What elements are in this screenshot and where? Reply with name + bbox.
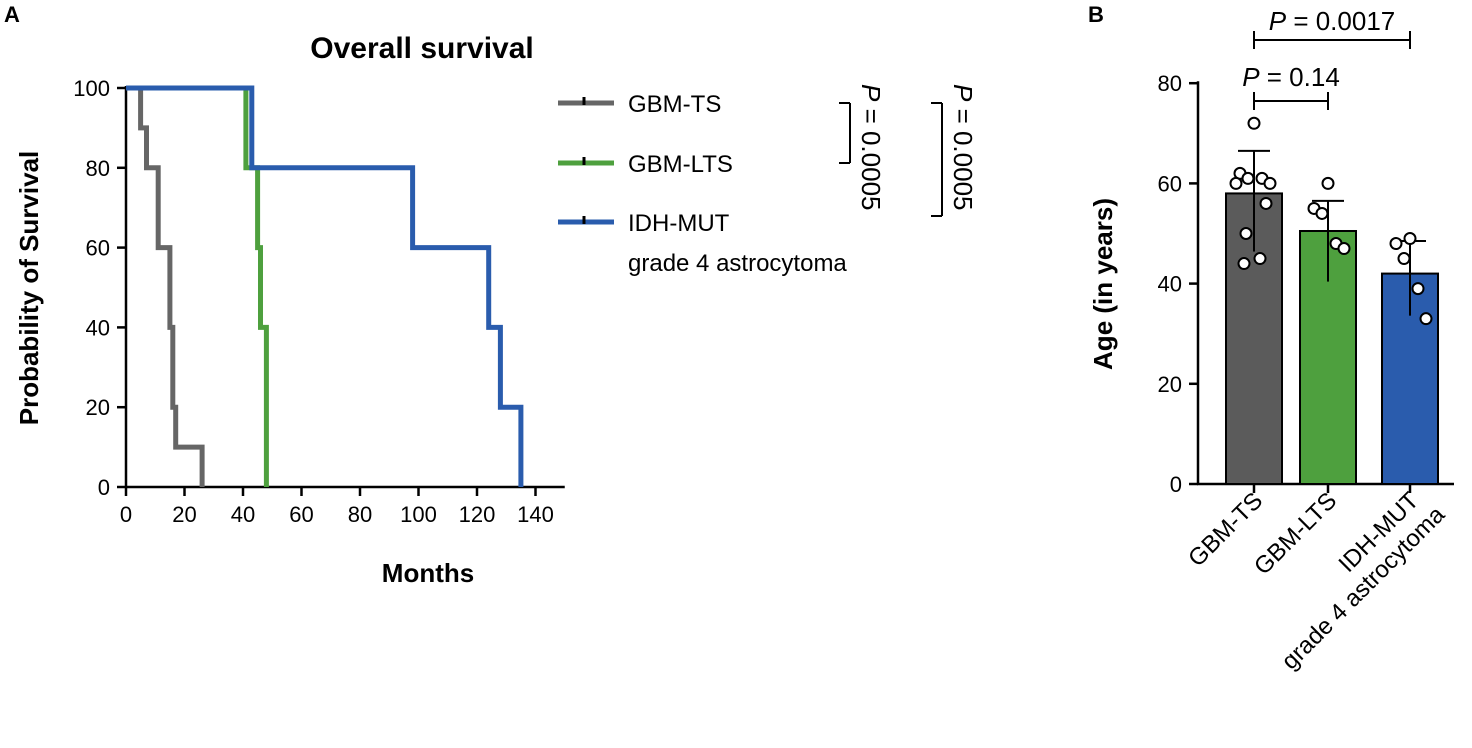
y-tick-label: 60 [1158, 171, 1182, 196]
y-tick-label: 100 [73, 76, 110, 101]
x-axis-title: Months [382, 558, 474, 588]
chart-title: Overall survival [310, 32, 533, 65]
data-point [1389, 237, 1403, 251]
y-tick-label: 0 [98, 475, 110, 500]
x-tick-label: 0 [120, 502, 132, 527]
y-axis-title: Age (in years) [1088, 198, 1118, 370]
y-tick-label: 20 [1158, 372, 1182, 397]
data-point [1419, 312, 1433, 326]
comparison-pvalue: P = 0.14 [1242, 62, 1340, 92]
x-tick-label: 20 [172, 502, 196, 527]
x-tick-label: 120 [459, 502, 496, 527]
panel-a-label: A [4, 2, 20, 27]
legend-label-line2: grade 4 astrocytoma [628, 250, 847, 277]
legend: GBM-TS GBM-LTS IDH-MUT grade 4 astrocytoma [558, 91, 847, 277]
legend-label: GBM-LTS [628, 151, 733, 178]
data-point [1239, 227, 1253, 240]
survival-chart: Overall survival 0 20 40 60 80 100 0 20 40 60 80 10… [14, 32, 978, 588]
data-point [1315, 206, 1329, 220]
pvalue-label: P = 0.0005 [948, 84, 978, 211]
data-point [1321, 176, 1335, 190]
y-tick-label: 80 [86, 156, 110, 181]
x-tick-label: 80 [348, 502, 372, 527]
data-point [1411, 282, 1425, 296]
survival-line-gbm-ts [126, 85, 205, 487]
y-axis-title: Probability of Survival [14, 151, 44, 426]
x-tick-label: 40 [231, 502, 255, 527]
data-point [1253, 252, 1267, 266]
data-point [1337, 242, 1351, 256]
data-point [1403, 232, 1417, 246]
y-tick-label: 40 [86, 315, 110, 340]
data-point [1263, 176, 1277, 190]
y-tick-label: 60 [86, 236, 110, 261]
data-point [1397, 252, 1411, 266]
legend-label: IDH-MUT [628, 210, 730, 237]
data-point [1229, 176, 1243, 190]
y-tick-label: 80 [1158, 71, 1182, 96]
survival-line-gbm-lts [126, 85, 269, 487]
data-point [1241, 171, 1255, 185]
y-tick-label: 0 [1170, 472, 1182, 497]
y-tick-label: 40 [1158, 272, 1182, 297]
x-tick-label: 60 [289, 502, 313, 527]
legend-label: GBM-TS [628, 91, 721, 118]
data-point [1259, 196, 1273, 210]
data-point [1237, 257, 1251, 271]
x-tick-label: 140 [517, 502, 554, 527]
y-tick-label: 20 [86, 395, 110, 420]
survival-line-idh-mut [126, 85, 524, 487]
data-point [1247, 116, 1261, 130]
panel-b-label: B [1088, 2, 1104, 27]
x-tick-label: 100 [400, 502, 437, 527]
pvalue-label: P = 0.0005 [856, 84, 886, 211]
comparison-pvalue: P = 0.0017 [1269, 6, 1396, 36]
